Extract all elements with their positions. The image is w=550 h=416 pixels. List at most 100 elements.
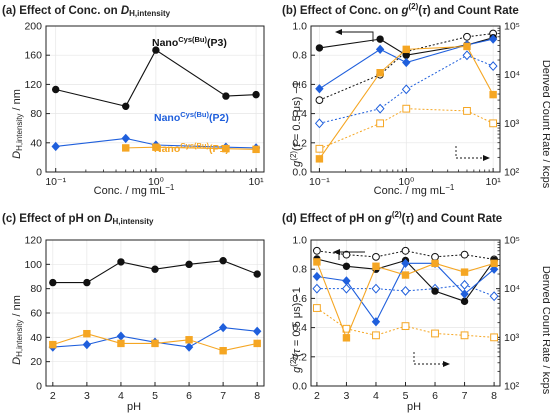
- panel-d-point-P2-count-rate: [489, 291, 499, 302]
- panel-a-ytick-label: 0: [36, 167, 42, 179]
- panel-b-y2tick-label: 10⁵: [504, 21, 520, 33]
- panel-d-ytick-label: 0.2: [292, 351, 307, 363]
- panel-a-point-P2: [121, 133, 130, 144]
- panel-a: 0 40 80 120 160 200 10⁻¹ 10⁰ 10¹ NanoCys(Bu)(P3) N…: [24, 21, 265, 188]
- panel-d-point-P2-count-rate: [341, 283, 351, 294]
- panel-a-ytick-label: 120: [24, 79, 42, 91]
- panel-d: 0.0 0.2 0.4 0.6 0.8 1.0 2 3 4 5 6 7 8 10² 10³ 10⁴ 10⁵: [292, 235, 520, 403]
- panel-d-point-P2-count-rate: [401, 285, 410, 296]
- panel-d-point-P3-count-rate: [342, 250, 351, 259]
- panel-b-point-P1: [489, 90, 497, 99]
- panel-d-point-P3-count-rate: [313, 246, 321, 255]
- panel-a-xtick-label: 10⁻¹: [45, 176, 66, 188]
- panel-c-xtick-label: 6: [186, 390, 192, 402]
- panel-d-point-P1-count-rate: [401, 322, 410, 331]
- panel-c-point-P1: [49, 340, 57, 349]
- panel-d-y2tick-label: 10⁴: [504, 283, 520, 295]
- panel-c-point-P2: [184, 342, 194, 352]
- panel-a-xtick-label: 10¹: [248, 176, 264, 188]
- panel-c-xtick-label: 3: [84, 390, 90, 402]
- panel-d-point-P1: [460, 268, 469, 276]
- panel-b-xtick-label: 10⁰: [398, 176, 415, 188]
- panel-b-ytick-label: 0.6: [292, 79, 307, 91]
- panel-c-xtick-label: 7: [220, 390, 226, 402]
- panel-d-point-P1: [313, 258, 321, 266]
- panel-c-point-P3: [219, 256, 227, 265]
- panel-c-xtick-label: 5: [152, 390, 158, 402]
- panel-a-point-P1: [152, 143, 160, 151]
- panel-d-point-P1: [401, 271, 410, 279]
- panel-a-series-label-P3: NanoCys(Bu)(P3): [152, 35, 227, 49]
- panel-d-xtick-label: 4: [373, 390, 379, 402]
- panel-a-point-P3: [252, 90, 260, 99]
- panel-b-ytick-label: 1.0: [292, 21, 307, 33]
- panel-d-point-P2: [489, 264, 499, 274]
- panel-d-point-P1-count-rate: [313, 304, 321, 312]
- panel-c-point-P1: [253, 339, 261, 348]
- panel-d-point-P2: [312, 271, 322, 282]
- panel-d-xtick-label: 8: [491, 390, 497, 402]
- panel-c-title: (c) Effect of pH on DH,intensity: [2, 213, 154, 226]
- panel-c-point-P3: [117, 258, 125, 266]
- panel-d-y2tick-label: 10³: [504, 332, 520, 344]
- panel-b-point-P2: [402, 57, 411, 68]
- panel-c-ytick-label: 120: [24, 235, 42, 247]
- panel-d-left-axis-arrow: [333, 249, 365, 260]
- panel-b-y2tick-label: 10²: [504, 167, 520, 179]
- panel-b-point-P3: [376, 35, 384, 43]
- panel-b-xlabel: Conc. / mg mL−1: [374, 183, 455, 197]
- panel-c-point-P2: [82, 339, 92, 350]
- panel-b-point-P1-count-rate: [402, 104, 411, 113]
- panel-a-ytick-label: 40: [30, 137, 42, 149]
- panel-a-series-line-P1: [125, 146, 257, 150]
- panel-b-point-P3-count-rate: [463, 32, 471, 41]
- panel-d-ytick-label: 0.0: [292, 381, 307, 393]
- panel-c-point-P3: [49, 278, 57, 287]
- panel-d-point-P2: [342, 276, 351, 286]
- panel-d-ytick-label: 0.6: [292, 293, 307, 305]
- panel-a-point-P2: [51, 141, 60, 152]
- panel-b-ylabel: g(2)(τ = 0.5 μs) −1: [289, 81, 303, 167]
- panel-c-xlabel: pH: [127, 401, 141, 413]
- panel-d-xtick-label: 3: [344, 390, 350, 402]
- panel-c-point-P3: [83, 278, 91, 287]
- panel-a-point-P3: [152, 46, 160, 54]
- panel-c-ytick-label: 0: [36, 381, 42, 393]
- panel-c-xtick-label: 4: [118, 390, 124, 402]
- panel-c-xtick-label: 2: [50, 390, 56, 402]
- panel-d-point-P1: [342, 334, 351, 342]
- panel-b-point-P3: [315, 44, 324, 52]
- panel-b-point-P1: [376, 69, 384, 77]
- panel-d-point-P2-count-rate: [312, 283, 322, 294]
- panel-b-point-P1-count-rate: [489, 119, 498, 128]
- panel-a-frame: [45, 25, 265, 173]
- panel-a-point-P1: [122, 144, 130, 152]
- panel-c-point-P3: [253, 270, 261, 278]
- panel-d-point-P2: [460, 289, 469, 299]
- panel-b-point-P2-count-rate: [401, 84, 411, 95]
- panel-b-point-P1-count-rate: [463, 107, 471, 115]
- panel-b-point-P2: [488, 34, 498, 44]
- panel-c-point-P2: [218, 322, 228, 333]
- panel-a-ytick-label: 160: [24, 50, 42, 62]
- panel-a-point-P1: [222, 144, 230, 153]
- panel-b-point-P2-count-rate: [488, 61, 498, 72]
- panel-c-point-P2: [252, 326, 262, 336]
- panel-c-point-P1: [151, 339, 159, 348]
- panel-d-xtick-label: 6: [432, 390, 438, 402]
- panel-b-ytick-label: 0.0: [292, 167, 307, 179]
- panel-d-point-P3: [460, 297, 469, 306]
- panel-d-ytick-label: 0.4: [292, 322, 307, 334]
- panel-d-point-P3-count-rate: [401, 246, 410, 255]
- panel-b-xtick-label: 10¹: [486, 176, 502, 188]
- panel-c-point-P3: [151, 265, 159, 273]
- panel-d-y2tick-label: 10²: [504, 381, 520, 393]
- panel-c-point-P1: [117, 339, 125, 348]
- panel-d-point-P1-count-rate: [431, 329, 439, 338]
- panel-c: 0 20 40 60 80 100 120 2 3 4 5 6 7 8: [24, 235, 265, 402]
- panel-b-point-P1-count-rate: [376, 119, 385, 128]
- panel-a-ytick-label: 80: [30, 108, 42, 120]
- panel-c-ytick-label: 80: [30, 283, 42, 295]
